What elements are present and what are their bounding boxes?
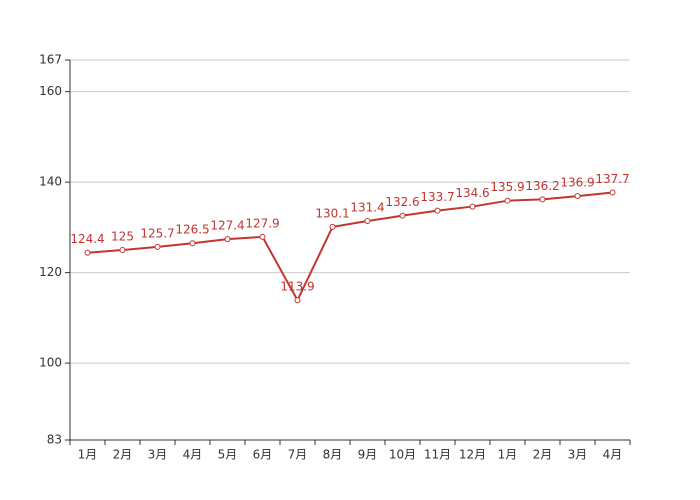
point bbox=[469, 203, 476, 210]
y-tick-label: 120 bbox=[39, 265, 62, 279]
point bbox=[189, 240, 196, 247]
point bbox=[259, 233, 266, 240]
data-label: 125.7 bbox=[140, 226, 174, 240]
point bbox=[364, 218, 371, 225]
point bbox=[609, 189, 616, 196]
x-tick-label: 1月 bbox=[78, 448, 98, 462]
point bbox=[539, 196, 546, 203]
x-tick-label: 4月 bbox=[183, 448, 203, 462]
point bbox=[84, 249, 91, 256]
point bbox=[119, 247, 126, 253]
y-tick-label: 100 bbox=[39, 356, 62, 370]
point bbox=[224, 236, 231, 243]
data-label: 125 bbox=[111, 230, 134, 244]
point bbox=[399, 212, 406, 219]
x-tick-label: 2月 bbox=[113, 448, 133, 462]
y-tick-label: 83 bbox=[47, 433, 62, 447]
data-label: 137.7 bbox=[595, 172, 629, 186]
x-tick-label: 10月 bbox=[389, 448, 416, 462]
x-tick-label: 2月 bbox=[533, 448, 553, 462]
line bbox=[87, 191, 613, 303]
point bbox=[434, 207, 441, 214]
y-tick-label: 160 bbox=[39, 84, 62, 98]
y-tick-label: 167 bbox=[39, 53, 62, 67]
point bbox=[154, 243, 161, 250]
point bbox=[504, 197, 511, 204]
y-tick-label: 140 bbox=[39, 175, 62, 189]
x-tick-label: 3月 bbox=[148, 448, 168, 462]
data-label: 133.7 bbox=[420, 190, 454, 204]
x-tick-label: 4月 bbox=[603, 448, 623, 462]
x-tick-label: 5月 bbox=[218, 448, 238, 462]
point bbox=[294, 297, 301, 304]
x-tick-label: 6月 bbox=[253, 448, 273, 462]
x-tick-label: 1月 bbox=[498, 448, 518, 462]
data-label: 124.4 bbox=[70, 232, 104, 246]
x-tick-label: 11月 bbox=[424, 448, 451, 462]
data-label: 134.6 bbox=[455, 186, 489, 200]
x-tick-label: 12月 bbox=[459, 448, 486, 462]
data-label: 136.9 bbox=[560, 176, 594, 190]
x-tick-label: 3月 bbox=[568, 448, 588, 462]
data-label: 127.4 bbox=[210, 219, 244, 233]
x-tick-label: 8月 bbox=[323, 448, 343, 462]
data-label: 131.4 bbox=[350, 201, 384, 215]
point bbox=[329, 223, 336, 230]
data-label: 130.1 bbox=[315, 206, 349, 220]
data-label: 126.5 bbox=[175, 223, 209, 237]
data-label: 113.9 bbox=[280, 280, 314, 294]
x-tick-label: 7月 bbox=[288, 448, 308, 462]
data-label: 136.2 bbox=[525, 179, 559, 193]
x-tick-label: 9月 bbox=[358, 448, 378, 462]
data-label: 127.9 bbox=[245, 216, 279, 230]
data-label: 135.9 bbox=[490, 180, 524, 194]
data-label: 132.6 bbox=[385, 195, 419, 209]
point bbox=[574, 193, 581, 200]
